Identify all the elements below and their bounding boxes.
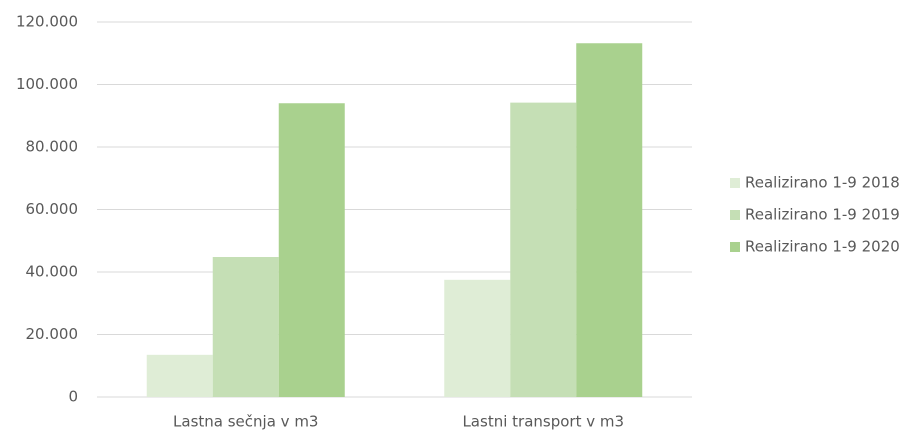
y-tick-label: 40.000 <box>26 263 79 281</box>
x-tick-label: Lastni transport v m3 <box>462 413 624 431</box>
x-tick-label: Lastna sečnja v m3 <box>173 413 318 431</box>
bar <box>212 257 279 397</box>
y-tick-label: 0 <box>68 388 78 406</box>
y-tick-label: 80.000 <box>26 138 79 156</box>
legend-label: Realizirano 1-9 2020 <box>745 238 900 256</box>
legend-swatch <box>730 242 740 252</box>
bar <box>576 43 643 397</box>
legend-label: Realizirano 1-9 2018 <box>745 174 900 192</box>
y-tick-label: 60.000 <box>26 200 79 218</box>
bar <box>146 354 213 397</box>
y-tick-label: 20.000 <box>26 325 79 343</box>
y-tick-label: 120.000 <box>16 13 78 31</box>
bar <box>444 279 511 397</box>
legend-swatch <box>730 178 740 188</box>
y-tick-label: 100.000 <box>16 75 78 93</box>
legend-swatch <box>730 210 740 220</box>
bar <box>278 103 345 397</box>
legend-label: Realizirano 1-9 2019 <box>745 206 900 224</box>
bar <box>510 102 577 397</box>
